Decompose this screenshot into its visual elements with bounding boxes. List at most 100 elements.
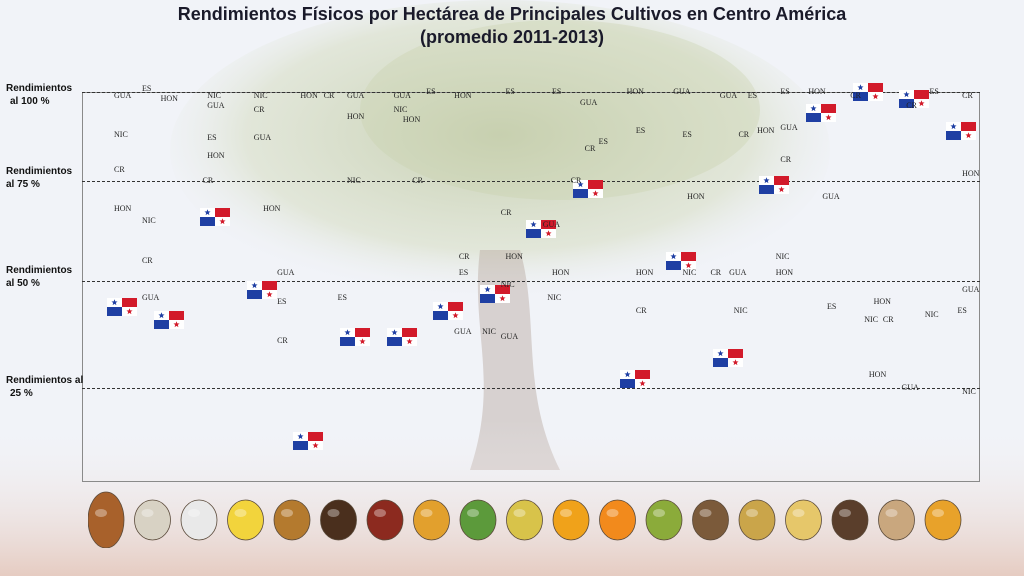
country-label: ES <box>826 301 837 311</box>
mango-icon <box>552 499 590 541</box>
y-label-50: Rendimientos al 50 % <box>6 264 84 290</box>
panama-flag-point <box>806 104 836 123</box>
panama-flag-point <box>945 122 976 141</box>
country-label: HON <box>808 87 826 96</box>
panama-flag-point <box>526 220 557 238</box>
country-label: GUA <box>901 383 919 392</box>
country-label: CR <box>277 335 288 345</box>
country-label: CR <box>570 176 582 185</box>
country-label: ES <box>747 90 758 100</box>
panama-flag-point <box>666 252 697 270</box>
level-line-50 <box>82 281 980 282</box>
country-label: ES <box>598 136 608 146</box>
country-label: GUA <box>719 90 738 100</box>
banana-icon <box>227 499 264 541</box>
country-label: HON <box>868 370 887 380</box>
country-label: ES <box>141 83 152 93</box>
country-label: CR <box>202 176 214 185</box>
y-label-100: Rendimientos al 100 % <box>6 82 84 108</box>
panama-flag-point <box>433 301 464 320</box>
country-label: HON <box>505 252 523 261</box>
vegetables-icon <box>459 499 497 541</box>
y-label-75: Rendimientos al 75 % <box>6 165 84 191</box>
country-label: GUA <box>822 192 840 201</box>
country-label: ES <box>505 87 515 96</box>
country-label: ES <box>957 305 967 315</box>
country-label: NIC <box>114 129 128 139</box>
country-label: GUA <box>500 331 519 341</box>
cacao-icon <box>88 491 125 548</box>
y-label-25-line1: Rendimientos al <box>6 375 84 386</box>
sugar-icon <box>180 499 218 541</box>
panama-flag-point <box>899 90 930 109</box>
yam-icon <box>831 499 869 541</box>
country-label: HON <box>300 90 318 100</box>
coconut-icon <box>692 499 729 541</box>
country-label: CR <box>412 176 423 185</box>
y-label-50-line2: al 50 % <box>6 278 40 289</box>
crop-icons-row <box>88 491 962 548</box>
rice-icon <box>134 499 171 541</box>
country-label: ES <box>458 268 469 277</box>
country-label: ES <box>682 129 692 139</box>
panama-flag-point <box>246 280 277 299</box>
country-label: CR <box>962 90 973 100</box>
country-label: CR <box>882 314 894 324</box>
country-label: CR <box>710 268 722 277</box>
country-label: NIC <box>347 176 361 185</box>
country-label: GUA <box>580 97 598 107</box>
country-label: NIC <box>924 310 939 320</box>
country-label: GUA <box>780 122 798 132</box>
country-label: CR <box>906 101 917 111</box>
country-label: GUA <box>277 268 295 277</box>
country-label: NIC <box>393 104 408 114</box>
country-label: GUA <box>114 90 132 100</box>
country-label: NIC <box>864 314 879 324</box>
panama-flag-point <box>759 176 790 194</box>
y-label-100-line1: Rendimientos <box>6 83 73 94</box>
chart-title-line2: (promedio 2011-2013) <box>419 27 605 47</box>
country-label: ES <box>929 87 939 96</box>
country-label: HON <box>454 90 472 100</box>
country-label: NIC <box>141 216 156 225</box>
country-label: NIC <box>547 293 562 303</box>
country-label: CR <box>738 129 750 139</box>
melon-icon <box>785 499 822 541</box>
country-label: ES <box>207 133 217 143</box>
country-label: ES <box>635 126 646 136</box>
country-label: GUA <box>673 87 691 96</box>
level-line-75 <box>82 181 980 182</box>
country-label: GUA <box>542 220 561 229</box>
beans-icon <box>273 499 311 541</box>
country-label: NIC <box>733 305 748 315</box>
country-label: NIC <box>962 386 976 396</box>
panama-flag-point <box>293 431 324 450</box>
country-label: CR <box>114 165 125 175</box>
country-label: ES <box>337 293 348 303</box>
orange-icon <box>599 499 636 541</box>
cassava-icon <box>878 499 915 541</box>
corn-icon <box>506 499 543 541</box>
country-label: GUA <box>253 133 272 143</box>
country-label: HON <box>552 268 570 277</box>
y-label-50-line1: Rendimientos <box>6 265 73 276</box>
country-label: NIC <box>500 280 515 290</box>
country-label: CR <box>253 104 265 114</box>
country-label: CR <box>141 256 153 265</box>
country-label: CR <box>323 90 335 100</box>
y-label-25-line2: 25 % <box>10 388 33 399</box>
country-label: ES <box>552 87 562 96</box>
country-label: GUA <box>962 284 980 294</box>
country-label: HON <box>757 126 775 136</box>
country-label: ES <box>277 297 287 307</box>
country-label: ES <box>426 87 436 96</box>
panama-flag-point <box>107 297 137 316</box>
country-label: CR <box>635 305 647 315</box>
coffee-icon <box>320 499 357 541</box>
panama-flag-point <box>386 327 417 346</box>
country-label: CR <box>850 90 861 100</box>
red-beans-icon <box>366 499 404 541</box>
y-label-75-line1: Rendimientos <box>6 166 73 177</box>
country-label: HON <box>207 151 225 161</box>
country-label: GUA <box>141 293 160 303</box>
